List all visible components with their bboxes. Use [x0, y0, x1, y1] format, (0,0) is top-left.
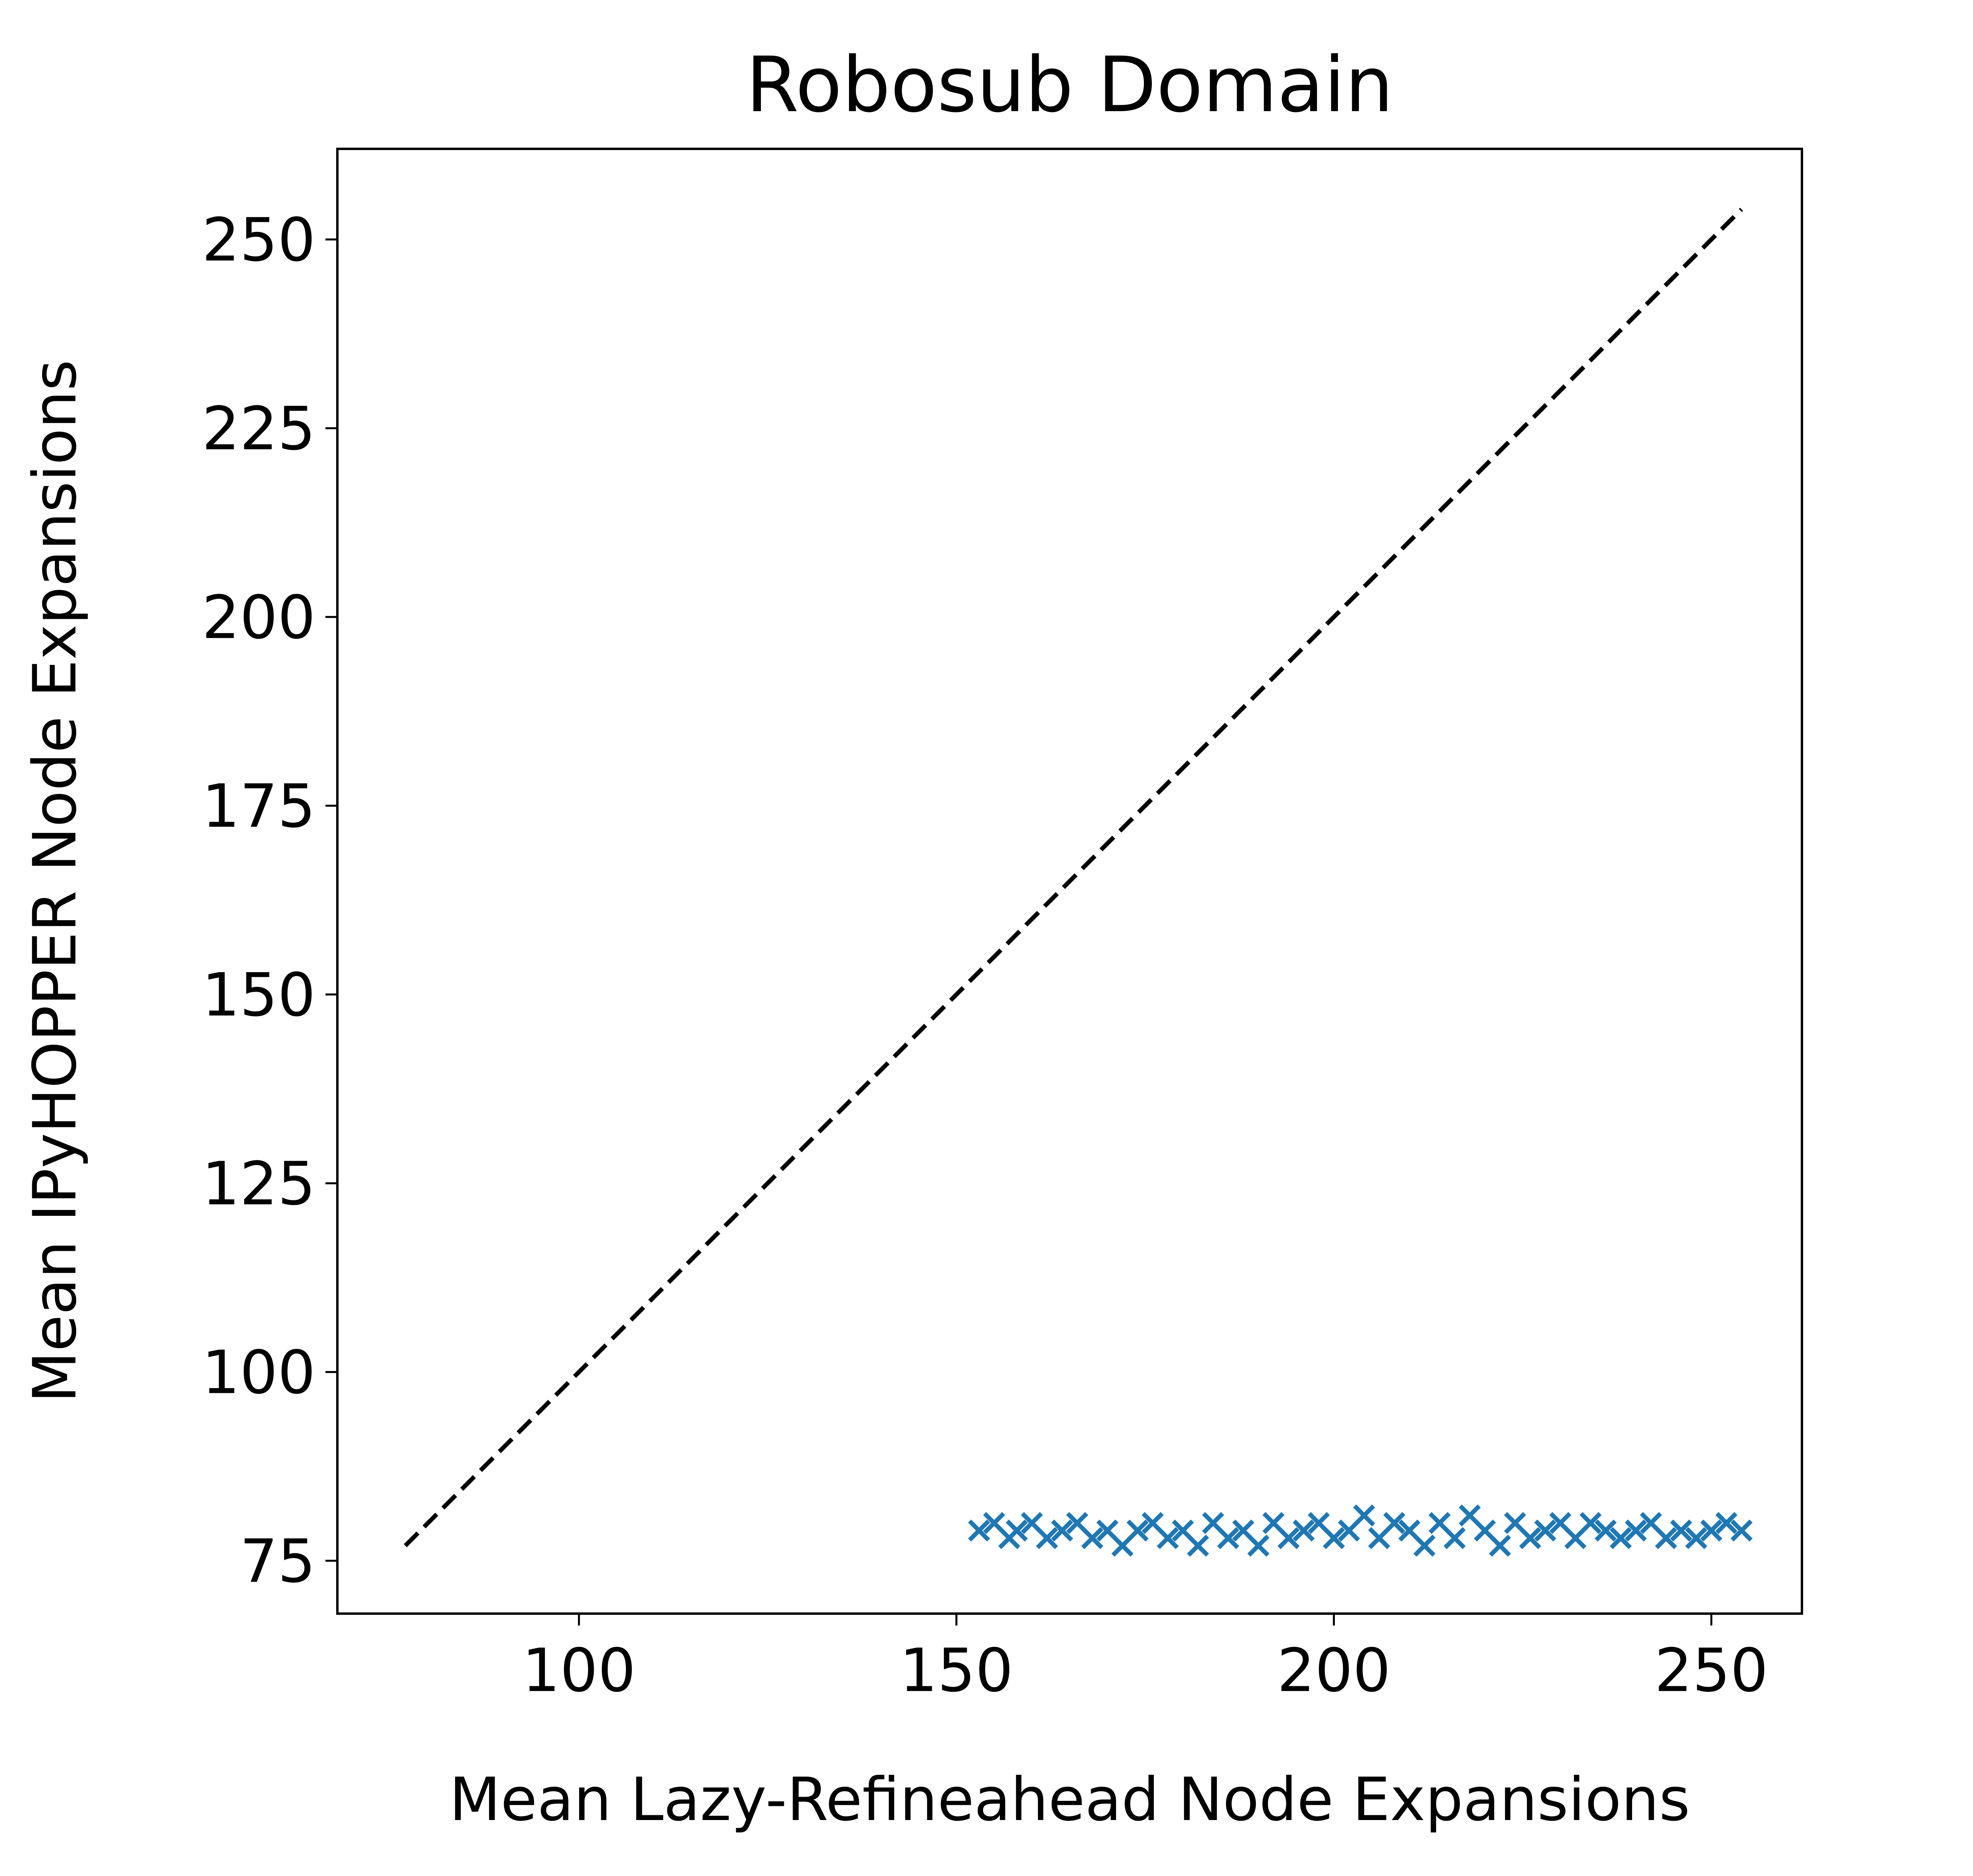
data-point: [1640, 1512, 1662, 1534]
data-point: [1519, 1527, 1542, 1549]
data-point: [1594, 1519, 1617, 1542]
data-point: [1730, 1519, 1753, 1542]
data-point: [1428, 1512, 1451, 1534]
plot-area: 100 150 200 250 75 100 125 150 175 200 225 250: [202, 148, 1803, 1705]
data-point: [1715, 1512, 1738, 1534]
data-point: [1202, 1512, 1224, 1534]
data-point: [1609, 1527, 1632, 1549]
data-point: [1232, 1519, 1255, 1542]
y-tick-label: 75: [240, 1527, 316, 1596]
data-point: [1534, 1519, 1557, 1542]
data-point: [1670, 1519, 1692, 1542]
reference-line-layer: [404, 208, 1743, 1547]
x-tick-label: 100: [522, 1636, 636, 1705]
chart-title: Robosub Domain: [746, 41, 1393, 129]
x-tick-label: 150: [900, 1636, 1013, 1705]
data-point: [983, 1512, 1005, 1534]
data-point: [1247, 1535, 1270, 1557]
y-tick-label: 225: [202, 395, 316, 464]
y-tick-label: 125: [202, 1150, 316, 1219]
data-point: [1277, 1527, 1300, 1549]
data-point: [1262, 1512, 1285, 1534]
reference-line: [404, 208, 1743, 1547]
data-point: [1187, 1535, 1209, 1557]
data-point: [1368, 1527, 1390, 1549]
data-point: [1398, 1519, 1421, 1542]
y-tick-label: 175: [202, 772, 316, 841]
x-tick-label: 250: [1655, 1636, 1768, 1705]
data-point: [1141, 1512, 1164, 1534]
data-point: [1021, 1512, 1043, 1534]
data-point: [1292, 1519, 1315, 1542]
x-axis-ticks: 100 150 200 250: [522, 1614, 1768, 1705]
y-tick-label: 100: [202, 1338, 316, 1407]
data-point: [1066, 1512, 1088, 1534]
plot-frame: [336, 148, 1803, 1615]
data-point: [1338, 1519, 1360, 1542]
y-axis-ticks: 75 100 125 150 175 200 225 250: [202, 206, 337, 1596]
y-tick-label: 250: [202, 206, 316, 275]
x-axis-label: Mean Lazy-Refineahead Node Expansions: [449, 1765, 1690, 1834]
data-point: [1459, 1504, 1481, 1527]
data-point: [1564, 1527, 1587, 1549]
y-axis-label: Mean IPyHOPPER Node Expansions: [21, 360, 90, 1403]
data-point: [1353, 1504, 1375, 1527]
data-point: [1081, 1527, 1103, 1549]
data-point: [1700, 1519, 1723, 1542]
data-point: [1474, 1519, 1496, 1542]
y-tick-label: 200: [202, 583, 316, 652]
x-tick-label: 200: [1277, 1636, 1391, 1705]
data-points-layer: [968, 1504, 1753, 1557]
data-point: [1383, 1512, 1405, 1534]
data-point: [1413, 1535, 1436, 1557]
data-point: [1307, 1512, 1330, 1534]
data-point: [1685, 1527, 1707, 1549]
data-point: [1157, 1527, 1179, 1549]
data-point: [1036, 1527, 1058, 1549]
data-point: [1579, 1512, 1602, 1534]
data-point: [1096, 1519, 1118, 1542]
data-point: [1549, 1512, 1572, 1534]
data-point: [968, 1519, 990, 1542]
data-point: [1504, 1512, 1526, 1534]
data-point: [1111, 1535, 1134, 1557]
data-point: [1006, 1519, 1028, 1542]
data-point: [1322, 1527, 1345, 1549]
data-point: [1126, 1519, 1149, 1542]
data-point: [1217, 1527, 1240, 1549]
data-point: [1444, 1527, 1466, 1549]
data-point: [1655, 1527, 1677, 1549]
data-point: [1625, 1519, 1647, 1542]
y-tick-label: 150: [202, 961, 316, 1030]
data-point: [1051, 1519, 1073, 1542]
data-point: [1489, 1535, 1511, 1557]
data-point: [1172, 1519, 1194, 1542]
